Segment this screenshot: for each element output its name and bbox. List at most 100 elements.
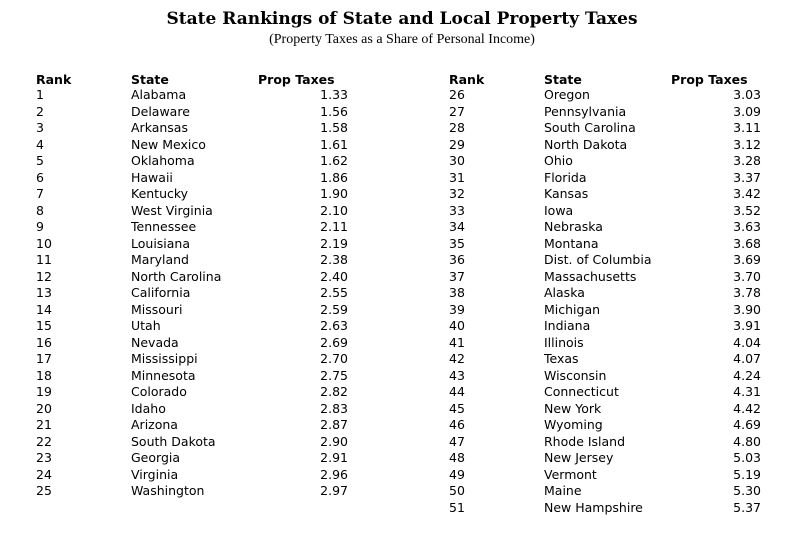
prop-taxes-cell: 2.59 — [320, 301, 348, 317]
state-cell: Georgia — [131, 450, 181, 465]
table-row: 39 Michigan 3.90 — [449, 302, 769, 319]
table-row: 40 Indiana 3.91 — [449, 318, 769, 335]
rank-cell: 22 — [36, 433, 52, 449]
prop-taxes-cell: 2.69 — [320, 334, 348, 350]
prop-taxes-cell: 2.55 — [320, 285, 348, 300]
prop-taxes-cell: 1.33 — [320, 87, 348, 102]
rank-cell: 13 — [36, 285, 52, 300]
table-row: 20 Idaho 2.83 — [36, 401, 356, 418]
table-row: 22 South Dakota 2.90 — [36, 434, 356, 451]
state-cell: Missouri — [131, 301, 183, 317]
rank-cell: 7 — [36, 186, 44, 201]
prop-taxes-cell: 2.91 — [320, 450, 348, 465]
rank-cell: 43 — [449, 367, 465, 383]
table-header: Rank State Prop Taxes — [449, 70, 769, 89]
prop-taxes-column-header: Prop Taxes — [671, 72, 748, 87]
table-row: 30 Ohio 3.28 — [449, 153, 769, 170]
state-cell: Louisiana — [131, 235, 191, 251]
state-cell: Idaho — [131, 400, 166, 416]
prop-taxes-cell: 3.42 — [733, 186, 761, 201]
prop-taxes-cell: 3.37 — [733, 169, 761, 185]
state-cell: North Carolina — [131, 268, 222, 284]
state-cell: Illinois — [544, 334, 584, 350]
table-row: 48 New Jersey 5.03 — [449, 450, 769, 467]
prop-taxes-cell: 3.52 — [733, 202, 761, 218]
table-row: 34 Nebraska 3.63 — [449, 219, 769, 236]
table-row: 27 Pennsylvania 3.09 — [449, 104, 769, 121]
rank-cell: 45 — [449, 400, 465, 416]
prop-taxes-cell: 3.68 — [733, 235, 761, 251]
prop-taxes-cell: 3.09 — [733, 103, 761, 119]
state-cell: Nevada — [131, 334, 179, 350]
prop-taxes-cell: 5.30 — [733, 483, 761, 498]
prop-taxes-cell: 4.69 — [733, 417, 761, 432]
prop-taxes-cell: 1.61 — [320, 136, 348, 152]
rank-cell: 25 — [36, 483, 52, 498]
rank-column-header: Rank — [36, 72, 72, 87]
table-row: 3 Arkansas 1.58 — [36, 120, 356, 137]
table-row: 17 Mississippi 2.70 — [36, 351, 356, 368]
prop-taxes-cell: 2.70 — [320, 351, 348, 366]
table-body: 1 Alabama 1.33 2 Delaware 1.56 3 Arkansas 1.58 4 N… — [36, 87, 356, 500]
prop-taxes-cell: 1.86 — [320, 169, 348, 185]
state-cell: Ohio — [544, 153, 573, 168]
table-row: 41 Illinois 4.04 — [449, 335, 769, 352]
state-cell: New Mexico — [131, 136, 206, 152]
prop-taxes-cell: 1.58 — [320, 120, 348, 135]
table-row: 26 Oregon 3.03 — [449, 87, 769, 104]
state-cell: Montana — [544, 235, 599, 251]
prop-taxes-cell: 3.63 — [733, 219, 761, 234]
rank-cell: 35 — [449, 235, 465, 251]
rank-cell: 20 — [36, 400, 52, 416]
rank-cell: 33 — [449, 202, 465, 218]
prop-taxes-cell: 1.62 — [320, 153, 348, 168]
page-subtitle: (Property Taxes as a Share of Personal I… — [269, 32, 535, 47]
rank-cell: 42 — [449, 351, 465, 366]
rank-cell: 8 — [36, 202, 44, 218]
state-column-header: State — [131, 72, 169, 87]
state-cell: Delaware — [131, 103, 190, 119]
table-row: 33 Iowa 3.52 — [449, 203, 769, 220]
rank-cell: 44 — [449, 384, 465, 399]
rank-cell: 5 — [36, 153, 44, 168]
state-cell: Rhode Island — [544, 433, 626, 449]
state-cell: Utah — [131, 318, 161, 333]
prop-taxes-cell: 3.78 — [733, 285, 761, 300]
state-cell: Kansas — [544, 186, 589, 201]
state-column-header: State — [544, 72, 582, 87]
table-row: 13 California 2.55 — [36, 285, 356, 302]
rank-cell: 14 — [36, 301, 52, 317]
state-cell: Kentucky — [131, 186, 189, 201]
table-header: Rank State Prop Taxes — [36, 70, 356, 89]
prop-taxes-cell: 3.12 — [733, 136, 761, 152]
page-title: State Rankings of State and Local Proper… — [166, 9, 638, 29]
rank-cell: 12 — [36, 268, 52, 284]
table-row: 49 Vermont 5.19 — [449, 467, 769, 484]
table-row: 37 Massachusetts 3.70 — [449, 269, 769, 286]
prop-taxes-cell: 3.90 — [733, 301, 761, 317]
table-row: 12 North Carolina 2.40 — [36, 269, 356, 286]
table-row: 44 Connecticut 4.31 — [449, 384, 769, 401]
rank-cell: 46 — [449, 417, 465, 432]
state-cell: Washington — [131, 483, 205, 498]
state-cell: Florida — [544, 169, 587, 185]
table-row: 43 Wisconsin 4.24 — [449, 368, 769, 385]
rank-cell: 23 — [36, 450, 52, 465]
table-row: 50 Maine 5.30 — [449, 483, 769, 500]
rank-cell: 4 — [36, 136, 44, 152]
table-row: 19 Colorado 2.82 — [36, 384, 356, 401]
rank-cell: 39 — [449, 301, 465, 317]
prop-taxes-cell: 3.70 — [733, 268, 761, 284]
prop-taxes-cell: 3.91 — [733, 318, 761, 333]
state-cell: South Dakota — [131, 433, 216, 449]
state-cell: Maine — [544, 483, 582, 498]
state-cell: California — [131, 285, 191, 300]
state-cell: Nebraska — [544, 219, 603, 234]
state-cell: Wyoming — [544, 417, 603, 432]
prop-taxes-cell: 5.37 — [733, 499, 761, 515]
state-cell: Minnesota — [131, 367, 196, 383]
prop-taxes-cell: 3.28 — [733, 153, 761, 168]
prop-taxes-cell: 2.87 — [320, 417, 348, 432]
prop-taxes-cell: 2.10 — [320, 202, 348, 218]
state-cell: Pennsylvania — [544, 103, 627, 119]
